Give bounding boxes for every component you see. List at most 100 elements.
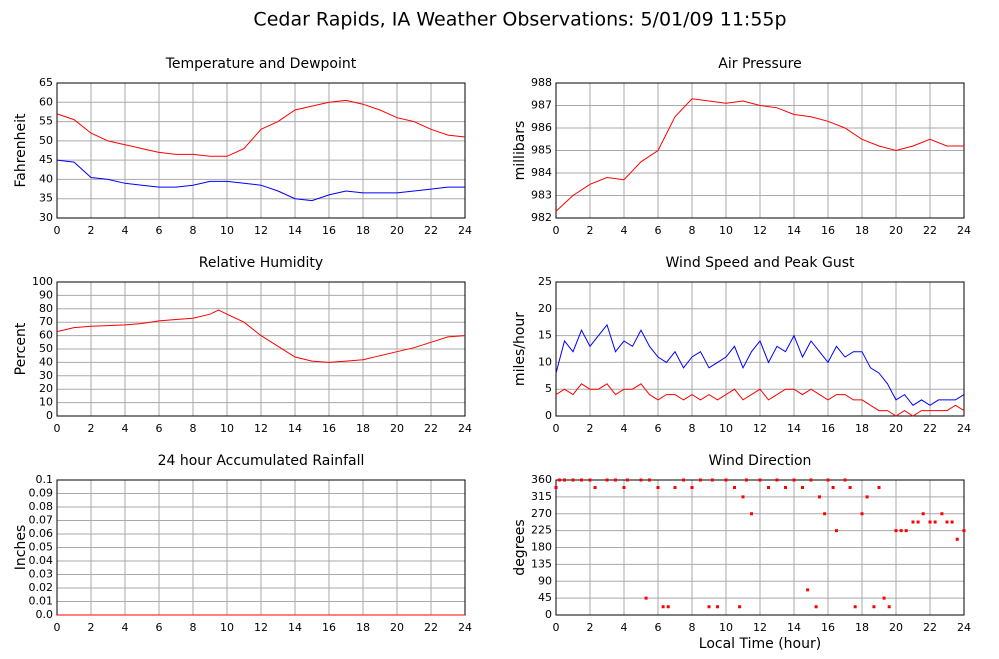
plot-frame (56, 281, 466, 417)
point (894, 529, 898, 533)
point (962, 529, 966, 533)
x-tick-label: 10 (220, 621, 234, 634)
x-tick-label: 10 (719, 422, 733, 435)
y-tick-label: 30 (39, 211, 53, 224)
point (887, 605, 891, 609)
x-tick-label: 18 (855, 422, 869, 435)
point (814, 605, 818, 609)
x-tick-label: 16 (821, 621, 835, 634)
x-tick-label: 0 (553, 621, 560, 634)
x-tick-label: 2 (88, 422, 95, 435)
chart-title: 24 hour Accumulated Rainfall (158, 453, 365, 469)
point (904, 529, 908, 533)
y-tick-label: 0.1 (36, 473, 54, 486)
x-tick-label: 2 (587, 224, 594, 237)
x-tick-label: 12 (254, 224, 268, 237)
point (801, 486, 804, 489)
y-axis-label: miles/hour (512, 312, 528, 386)
y-tick-label: 986 (531, 121, 552, 134)
point (882, 596, 886, 600)
y-tick-label: 45 (538, 591, 552, 604)
point (835, 529, 838, 533)
y-tick-label: 10 (39, 396, 53, 409)
point (872, 605, 876, 609)
point (853, 605, 857, 609)
y-tick-label: 225 (531, 524, 552, 537)
series-line (56, 99, 466, 157)
y-tick-label: 65 (39, 76, 53, 89)
point (605, 478, 609, 482)
y-tick-label: 0.01 (29, 595, 54, 608)
point (656, 486, 660, 489)
y-tick-label: 135 (531, 557, 552, 570)
y-tick-label: 25 (538, 275, 552, 288)
point (860, 512, 864, 516)
point (644, 596, 648, 600)
x-tick-label: 6 (655, 224, 662, 237)
point (639, 478, 643, 482)
chart-title: Relative Humidity (199, 255, 323, 271)
point (940, 512, 944, 516)
x-tick-label: 14 (288, 224, 302, 237)
y-tick-label: 270 (531, 507, 552, 520)
point (758, 478, 762, 482)
x-tick-label: 10 (719, 621, 733, 634)
point (741, 495, 745, 499)
point (818, 495, 821, 499)
x-tick-label: 20 (889, 224, 903, 237)
series-line (56, 309, 466, 363)
y-tick-label: 988 (531, 76, 552, 89)
y-tick-label: 0.09 (29, 487, 54, 500)
point (557, 478, 561, 482)
y-tick-label: 0.0 (36, 608, 54, 621)
y-tick-label: 982 (531, 211, 552, 224)
y-tick-label: 50 (39, 134, 53, 147)
x-tick-label: 24 (458, 621, 472, 634)
point (554, 486, 558, 489)
x-tick-label: 6 (655, 422, 662, 435)
y-tick-label: 984 (531, 166, 552, 179)
point (826, 478, 830, 482)
x-tick-label: 10 (220, 224, 234, 237)
x-tick-label: 2 (88, 621, 95, 634)
x-tick-label: 24 (957, 621, 971, 634)
y-tick-label: 55 (39, 115, 53, 128)
point (945, 520, 949, 524)
y-tick-label: 80 (39, 302, 53, 315)
y-axis-label: degrees (512, 519, 528, 575)
y-tick-label: 0.06 (29, 527, 54, 540)
series-line (555, 323, 965, 406)
x-tick-label: 4 (122, 621, 129, 634)
chart-title: Air Pressure (718, 56, 801, 72)
point (933, 520, 937, 524)
x-tick-label: 12 (753, 224, 767, 237)
y-tick-label: 60 (39, 329, 53, 342)
x-tick-label: 14 (787, 224, 801, 237)
point (865, 495, 869, 499)
x-tick-label: 18 (356, 422, 370, 435)
y-tick-label: 90 (538, 574, 552, 587)
y-tick-label: 10 (538, 355, 552, 368)
y-tick-label: 30 (39, 369, 53, 382)
y-tick-label: 100 (32, 275, 53, 288)
y-axis-label: Fahrenheit (13, 113, 29, 188)
x-tick-label: 0 (54, 422, 61, 435)
x-tick-label: 22 (923, 224, 937, 237)
point (950, 520, 954, 524)
point (921, 512, 925, 516)
page-title: Cedar Rapids, IA Weather Observations: 5… (253, 9, 786, 31)
x-tick-label: 2 (88, 224, 95, 237)
y-tick-label: 20 (538, 302, 552, 315)
point (666, 605, 670, 609)
y-tick-label: 987 (531, 99, 552, 112)
point (750, 512, 753, 516)
point (792, 478, 796, 482)
chart-title: Temperature and Dewpoint (165, 56, 357, 72)
point (588, 478, 592, 482)
point (784, 486, 787, 489)
y-tick-label: 315 (531, 490, 552, 503)
point (648, 478, 651, 482)
point (823, 512, 827, 516)
x-tick-label: 16 (322, 621, 336, 634)
